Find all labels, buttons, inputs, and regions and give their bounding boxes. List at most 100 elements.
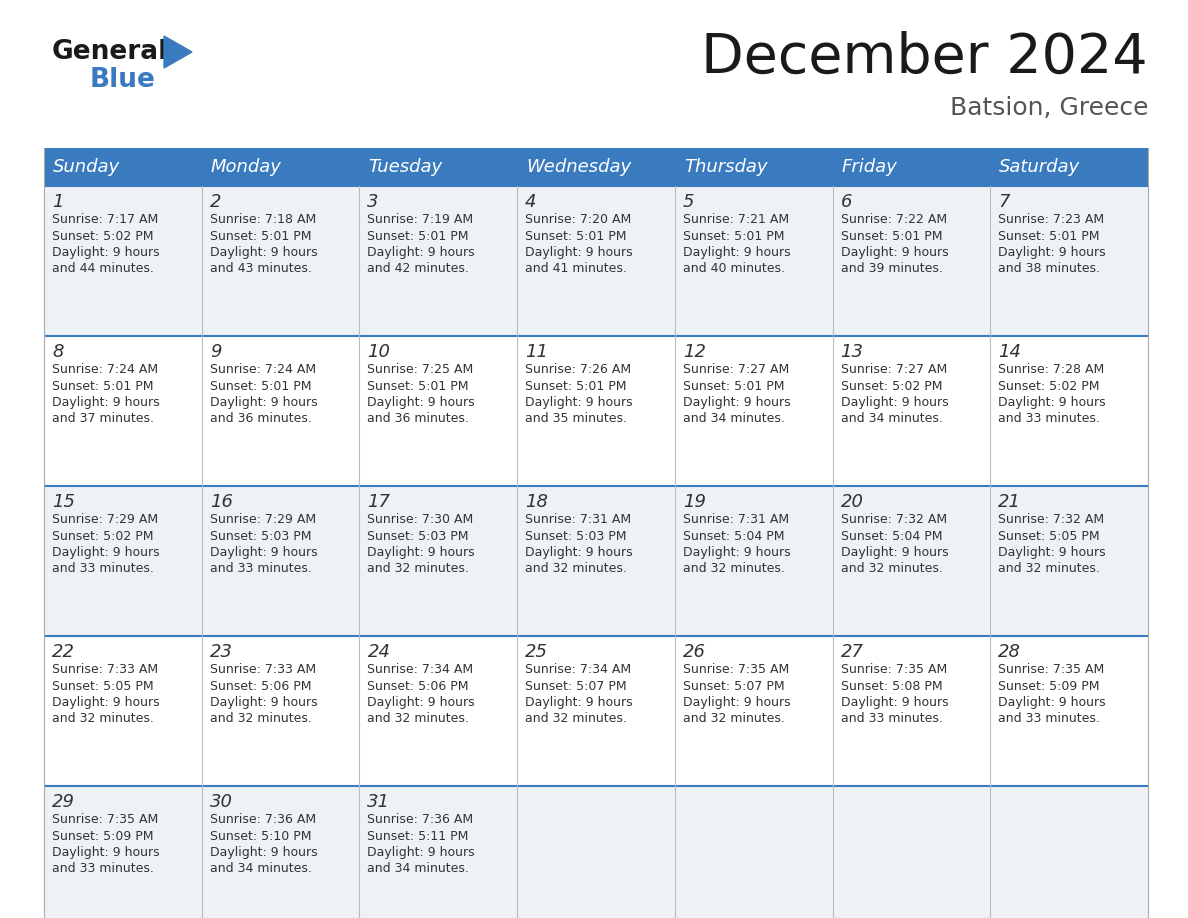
Text: 28: 28 (998, 643, 1022, 661)
Text: Daylight: 9 hours: Daylight: 9 hours (683, 546, 790, 559)
Text: and 41 minutes.: and 41 minutes. (525, 263, 627, 275)
Text: Sunset: 5:09 PM: Sunset: 5:09 PM (998, 679, 1100, 692)
Text: 2: 2 (210, 193, 221, 211)
Bar (44, 336, 1148, 486)
Text: Daylight: 9 hours: Daylight: 9 hours (52, 246, 159, 259)
Text: Sunset: 5:02 PM: Sunset: 5:02 PM (52, 230, 153, 242)
Text: and 33 minutes.: and 33 minutes. (210, 563, 311, 576)
Text: and 32 minutes.: and 32 minutes. (367, 712, 469, 725)
Bar (44, 486, 1148, 636)
Text: Sunrise: 7:22 AM: Sunrise: 7:22 AM (841, 213, 947, 226)
Text: Daylight: 9 hours: Daylight: 9 hours (841, 396, 948, 409)
Text: Daylight: 9 hours: Daylight: 9 hours (210, 846, 317, 859)
Bar (833, 148, 991, 186)
Text: Sunrise: 7:36 AM: Sunrise: 7:36 AM (367, 813, 474, 826)
Text: 26: 26 (683, 643, 706, 661)
Text: Sunset: 5:10 PM: Sunset: 5:10 PM (210, 830, 311, 843)
Bar (991, 148, 1148, 186)
Text: 11: 11 (525, 343, 548, 361)
Text: Daylight: 9 hours: Daylight: 9 hours (367, 696, 475, 709)
Text: 16: 16 (210, 493, 233, 511)
Bar (360, 148, 517, 186)
Text: Daylight: 9 hours: Daylight: 9 hours (210, 396, 317, 409)
Text: Daylight: 9 hours: Daylight: 9 hours (998, 546, 1106, 559)
Text: Monday: Monday (210, 158, 282, 176)
Text: Daylight: 9 hours: Daylight: 9 hours (998, 246, 1106, 259)
Text: Sunrise: 7:34 AM: Sunrise: 7:34 AM (525, 663, 631, 676)
Bar (44, 636, 1148, 786)
Text: 3: 3 (367, 193, 379, 211)
Text: 8: 8 (52, 343, 63, 361)
Text: 20: 20 (841, 493, 864, 511)
Text: and 35 minutes.: and 35 minutes. (525, 412, 627, 426)
Text: 15: 15 (52, 493, 75, 511)
Text: Daylight: 9 hours: Daylight: 9 hours (367, 396, 475, 409)
Text: Sunset: 5:01 PM: Sunset: 5:01 PM (210, 379, 311, 393)
Text: Sunset: 5:01 PM: Sunset: 5:01 PM (683, 230, 784, 242)
Text: and 34 minutes.: and 34 minutes. (210, 863, 311, 876)
Text: Batsion, Greece: Batsion, Greece (949, 96, 1148, 120)
Text: Sunset: 5:01 PM: Sunset: 5:01 PM (841, 230, 942, 242)
Text: Sunrise: 7:31 AM: Sunrise: 7:31 AM (525, 513, 631, 526)
Text: and 33 minutes.: and 33 minutes. (841, 712, 942, 725)
Text: and 39 minutes.: and 39 minutes. (841, 263, 942, 275)
Bar (44, 786, 1148, 918)
Text: Sunset: 5:05 PM: Sunset: 5:05 PM (52, 679, 153, 692)
Text: Sunrise: 7:33 AM: Sunrise: 7:33 AM (210, 663, 316, 676)
Text: 13: 13 (841, 343, 864, 361)
Bar (517, 148, 675, 186)
Text: Sunrise: 7:17 AM: Sunrise: 7:17 AM (52, 213, 158, 226)
Text: Daylight: 9 hours: Daylight: 9 hours (367, 846, 475, 859)
Text: Sunset: 5:01 PM: Sunset: 5:01 PM (525, 230, 626, 242)
Text: Daylight: 9 hours: Daylight: 9 hours (841, 546, 948, 559)
Text: Sunset: 5:06 PM: Sunset: 5:06 PM (210, 679, 311, 692)
Text: 9: 9 (210, 343, 221, 361)
Text: Sunrise: 7:25 AM: Sunrise: 7:25 AM (367, 363, 474, 376)
Text: Sunrise: 7:21 AM: Sunrise: 7:21 AM (683, 213, 789, 226)
Text: Sunrise: 7:27 AM: Sunrise: 7:27 AM (683, 363, 789, 376)
Text: 4: 4 (525, 193, 537, 211)
Text: Daylight: 9 hours: Daylight: 9 hours (52, 546, 159, 559)
Text: and 32 minutes.: and 32 minutes. (998, 563, 1100, 576)
Bar (44, 186, 1148, 336)
Text: Sunrise: 7:23 AM: Sunrise: 7:23 AM (998, 213, 1105, 226)
Text: and 43 minutes.: and 43 minutes. (210, 263, 311, 275)
Text: and 44 minutes.: and 44 minutes. (52, 263, 154, 275)
Text: and 32 minutes.: and 32 minutes. (683, 563, 785, 576)
Text: 10: 10 (367, 343, 391, 361)
Text: 5: 5 (683, 193, 694, 211)
Text: Daylight: 9 hours: Daylight: 9 hours (525, 396, 633, 409)
Text: 29: 29 (52, 793, 75, 811)
Text: Sunset: 5:07 PM: Sunset: 5:07 PM (683, 679, 784, 692)
Text: and 36 minutes.: and 36 minutes. (367, 412, 469, 426)
Text: Sunset: 5:02 PM: Sunset: 5:02 PM (998, 379, 1100, 393)
Text: and 33 minutes.: and 33 minutes. (52, 563, 154, 576)
Text: Sunrise: 7:35 AM: Sunrise: 7:35 AM (998, 663, 1105, 676)
Text: Sunrise: 7:31 AM: Sunrise: 7:31 AM (683, 513, 789, 526)
Text: Sunset: 5:03 PM: Sunset: 5:03 PM (210, 530, 311, 543)
Text: Sunset: 5:01 PM: Sunset: 5:01 PM (998, 230, 1100, 242)
Bar (675, 148, 833, 186)
Text: and 32 minutes.: and 32 minutes. (525, 563, 627, 576)
Text: Daylight: 9 hours: Daylight: 9 hours (841, 696, 948, 709)
Text: Sunset: 5:02 PM: Sunset: 5:02 PM (52, 530, 153, 543)
Text: Sunrise: 7:27 AM: Sunrise: 7:27 AM (841, 363, 947, 376)
Text: and 34 minutes.: and 34 minutes. (367, 863, 469, 876)
Text: Daylight: 9 hours: Daylight: 9 hours (210, 246, 317, 259)
Text: 31: 31 (367, 793, 391, 811)
Text: Sunset: 5:06 PM: Sunset: 5:06 PM (367, 679, 469, 692)
Text: Daylight: 9 hours: Daylight: 9 hours (210, 696, 317, 709)
Text: Sunset: 5:11 PM: Sunset: 5:11 PM (367, 830, 469, 843)
Text: Sunset: 5:03 PM: Sunset: 5:03 PM (525, 530, 626, 543)
Text: 25: 25 (525, 643, 548, 661)
Text: Sunday: Sunday (53, 158, 120, 176)
Text: Sunset: 5:01 PM: Sunset: 5:01 PM (52, 379, 153, 393)
Text: Sunset: 5:09 PM: Sunset: 5:09 PM (52, 830, 153, 843)
Text: Sunrise: 7:36 AM: Sunrise: 7:36 AM (210, 813, 316, 826)
Bar (44, 148, 202, 186)
Text: Wednesday: Wednesday (526, 158, 631, 176)
Text: Tuesday: Tuesday (368, 158, 443, 176)
Text: and 40 minutes.: and 40 minutes. (683, 263, 785, 275)
Text: and 36 minutes.: and 36 minutes. (210, 412, 311, 426)
Text: Sunrise: 7:32 AM: Sunrise: 7:32 AM (998, 513, 1105, 526)
